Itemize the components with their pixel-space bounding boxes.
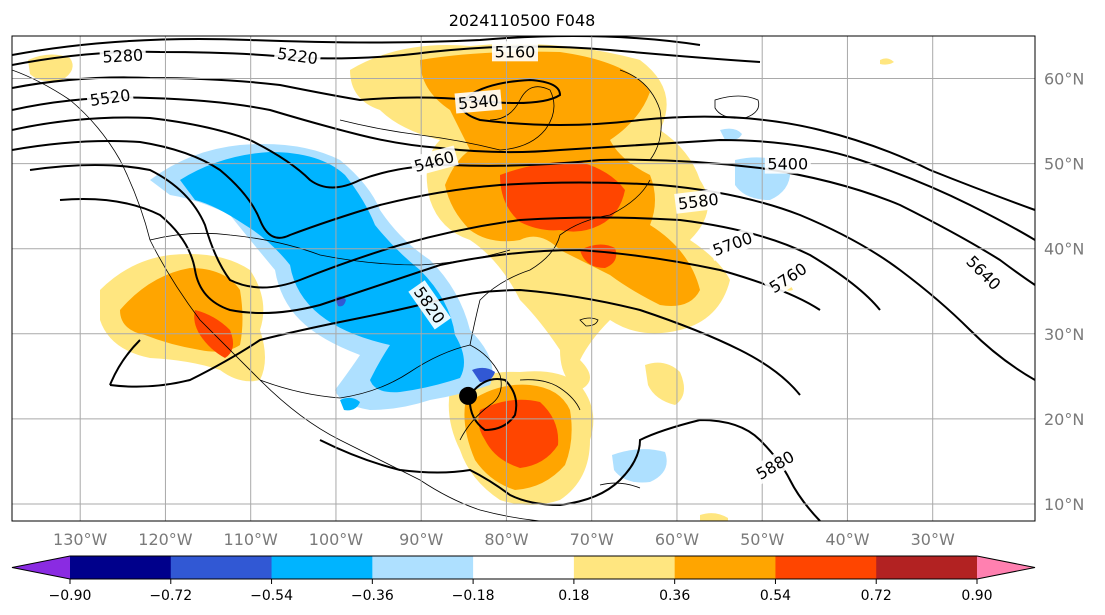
- map-title: 2024110500 F048: [449, 11, 596, 30]
- longitude-tick-label: 70°W: [570, 530, 614, 549]
- longitude-tick-label: 50°W: [740, 530, 784, 549]
- colorbar: −0.90 −0.72 −0.54 −0.36 −0.18 0.18 0.36 0.54 0.7…: [11, 555, 1036, 604]
- longitude-tick-label: 80°W: [484, 530, 528, 549]
- longitude-tick-label: 120°W: [138, 530, 193, 549]
- contour-label-background: [491, 41, 538, 62]
- colorbar-segment: [674, 556, 776, 579]
- colorbar-extend-max: [977, 556, 1035, 579]
- gridlines: [12, 36, 1035, 521]
- colorbar-segment: [372, 556, 474, 579]
- contour-label-background: [707, 226, 758, 261]
- contour-label-background: [674, 188, 723, 214]
- contour-label-text: 5340: [457, 91, 499, 113]
- map-frame: [11, 35, 1036, 522]
- latitude-tick-label: 50°N: [1044, 155, 1084, 174]
- colorbar-extend-min: [12, 556, 70, 579]
- longitude-tick-label: 130°W: [53, 530, 108, 549]
- contour-label-background: [960, 249, 1008, 296]
- colorbar-segment: [775, 556, 877, 579]
- storm-center-marker: [459, 386, 478, 405]
- colorbar-tick-label: −0.36: [351, 588, 394, 604]
- contour-label-background: [409, 145, 459, 177]
- contour-label-background: [99, 44, 147, 67]
- latitude-axis: 60°N 50°N 40°N 30°N 20°N 10°N: [1044, 70, 1084, 514]
- longitude-tick-label: 100°W: [309, 530, 364, 549]
- contour-label-text: 5400: [767, 155, 808, 174]
- contour-label: 5340: [454, 89, 503, 114]
- longitude-tick-label: 40°W: [825, 530, 869, 549]
- latitude-tick-label: 10°N: [1044, 495, 1084, 514]
- longitude-tick-label: 90°W: [399, 530, 443, 549]
- contour-label: 5160: [491, 41, 538, 62]
- contour-label: 5280: [99, 44, 147, 67]
- contour-label: 5520: [85, 84, 135, 111]
- colorbar-tick-label: −0.54: [250, 588, 293, 604]
- contour-label-background: [750, 444, 800, 486]
- contour-label-text: 5160: [495, 42, 536, 61]
- longitude-tick-label: 60°W: [655, 530, 699, 549]
- contour-label-background: [454, 89, 503, 114]
- contour-label-background: [763, 256, 813, 299]
- longitude-tick-label: 110°W: [224, 530, 279, 549]
- latitude-tick-label: 20°N: [1044, 410, 1084, 429]
- contour-label-text: 5580: [677, 190, 720, 214]
- colorbar-tick-label: −0.18: [452, 588, 495, 604]
- contour-label-background: [764, 153, 811, 174]
- colorbar-tick-label: 0.54: [760, 588, 791, 604]
- colorbar-segment: [876, 556, 978, 579]
- colorbar-segment: [170, 556, 273, 579]
- latitude-tick-label: 60°N: [1044, 70, 1084, 89]
- contour-label-background: [273, 42, 322, 69]
- colorbar-tick-label: 0.72: [861, 588, 892, 604]
- colorbar-segment: [271, 556, 373, 579]
- latitude-tick-label: 30°N: [1044, 325, 1084, 344]
- longitude-tick-label: 30°W: [911, 530, 955, 549]
- longitude-axis: 130°W 120°W 110°W 100°W 90°W 80°W 70°W 60°W 50°W…: [53, 530, 955, 549]
- colorbar-tick-label: 0.36: [659, 588, 690, 604]
- contour-label-background: [85, 84, 135, 111]
- colorbar-segment: [573, 556, 676, 579]
- contour-label-text: 5280: [102, 46, 144, 67]
- colorbar-tick-label: 0.18: [558, 588, 589, 604]
- colorbar-tick-label: −0.72: [149, 588, 192, 604]
- colorbar-tick-label: 0.90: [961, 588, 992, 604]
- contour-label: 5400: [764, 153, 811, 174]
- latitude-tick-label: 40°N: [1044, 240, 1084, 259]
- colorbar-segment: [70, 556, 172, 579]
- contour-label-background: [408, 280, 452, 330]
- contour-label: 5580: [674, 188, 723, 214]
- colorbar-tick-label: −0.90: [49, 588, 92, 604]
- colorbar-segment: [473, 556, 575, 579]
